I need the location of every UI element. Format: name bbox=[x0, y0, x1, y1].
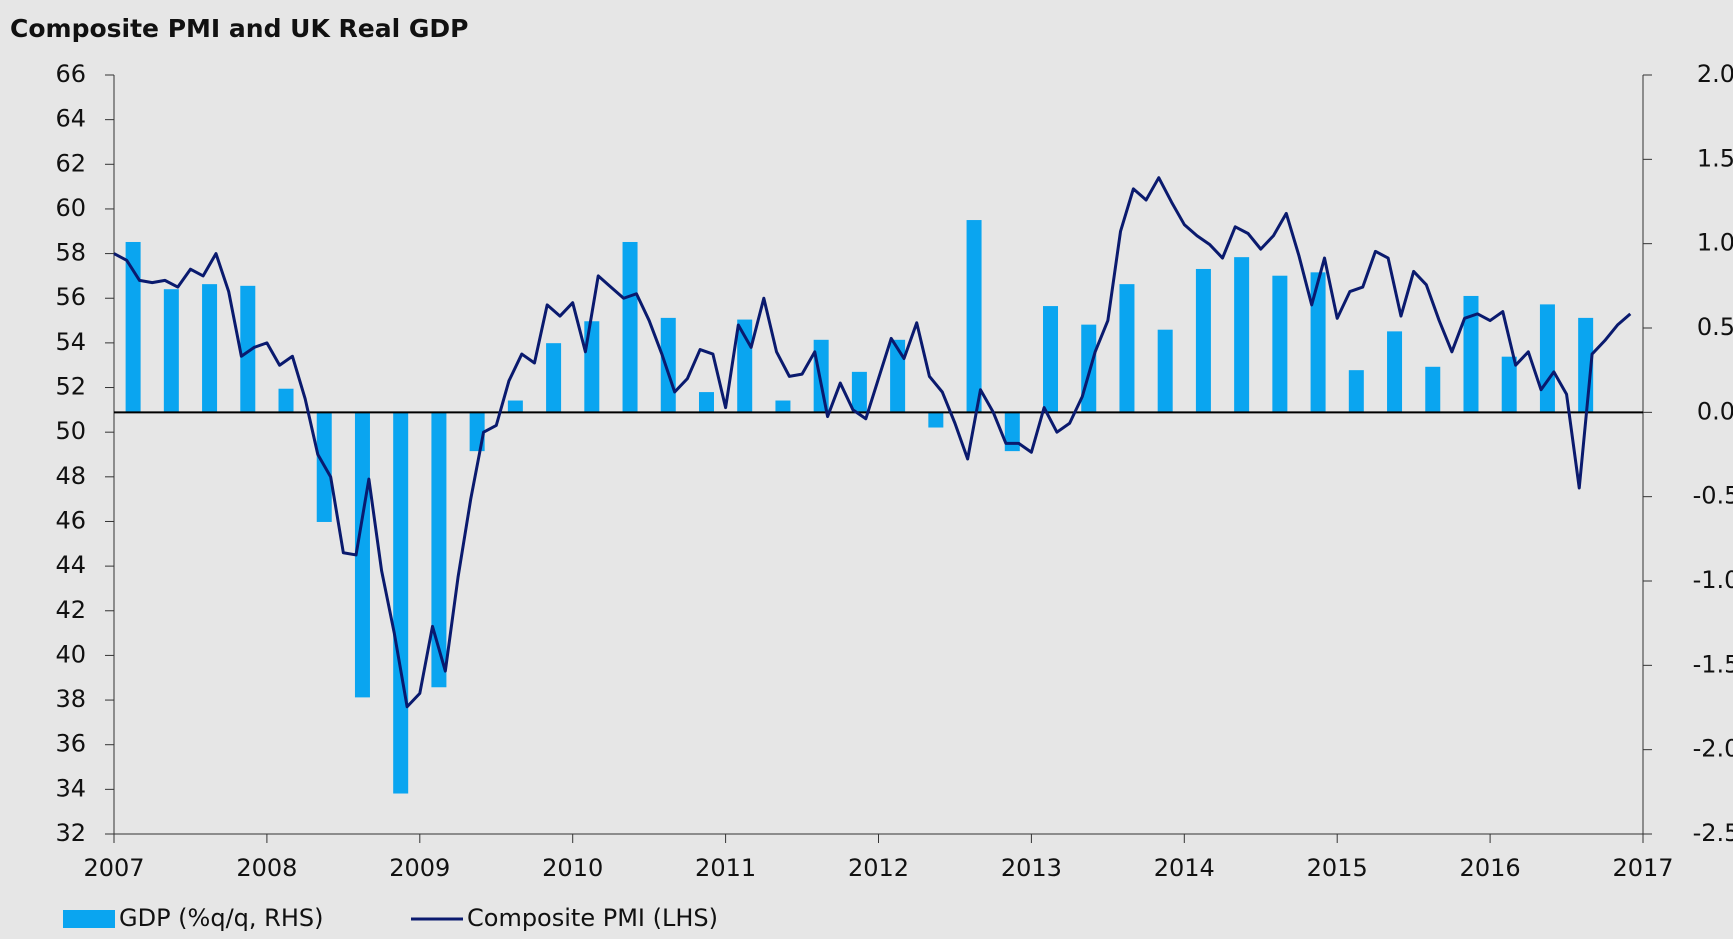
y-tick-label: 56 bbox=[55, 283, 86, 311]
x-tick-label: 2017 bbox=[1612, 854, 1673, 882]
x-tick-label: 2012 bbox=[848, 854, 909, 882]
y-tick-label: 50 bbox=[55, 417, 86, 445]
y-tick-label: 40 bbox=[55, 640, 86, 668]
bar bbox=[354, 412, 370, 698]
y-tick-label: 32 bbox=[55, 819, 86, 847]
y2-tick-label: 0.0 bbox=[1697, 397, 1733, 425]
bar bbox=[278, 388, 294, 413]
bar bbox=[851, 371, 867, 413]
bar bbox=[507, 400, 523, 413]
bar bbox=[1348, 370, 1364, 413]
y-tick-label: 36 bbox=[55, 730, 86, 758]
legend-swatch bbox=[63, 910, 115, 928]
bar bbox=[1310, 272, 1326, 413]
bar bbox=[1387, 331, 1403, 413]
x-tick-label: 2010 bbox=[542, 854, 603, 882]
y2-tick-label: -2.0 bbox=[1693, 735, 1733, 763]
bar bbox=[1119, 284, 1135, 413]
x-tick-label: 2016 bbox=[1460, 854, 1521, 882]
y2-tick-label: -1.0 bbox=[1693, 566, 1733, 594]
x-tick-label: 2009 bbox=[389, 854, 450, 882]
bar bbox=[1195, 268, 1211, 413]
y-tick-label: 46 bbox=[55, 506, 86, 534]
bar bbox=[431, 412, 447, 688]
bar bbox=[775, 400, 791, 413]
bar bbox=[1272, 275, 1288, 413]
y-tick-label: 48 bbox=[55, 462, 86, 490]
y2-tick-label: -1.5 bbox=[1693, 650, 1733, 678]
y-tick-label: 34 bbox=[55, 774, 86, 802]
bar bbox=[125, 241, 141, 413]
y2-tick-label: 1.5 bbox=[1697, 144, 1733, 172]
bar bbox=[813, 339, 829, 413]
bar bbox=[1157, 329, 1173, 413]
bar bbox=[393, 412, 409, 794]
y2-tick-label: 1.0 bbox=[1697, 229, 1733, 257]
bar bbox=[202, 284, 218, 413]
bar bbox=[622, 241, 638, 413]
x-tick-label: 2011 bbox=[695, 854, 756, 882]
bar bbox=[546, 343, 562, 413]
x-tick-label: 2013 bbox=[1001, 854, 1062, 882]
bar bbox=[163, 289, 179, 413]
x-tick-label: 2014 bbox=[1154, 854, 1215, 882]
x-tick-label: 2007 bbox=[83, 854, 144, 882]
y2-tick-label: 0.5 bbox=[1697, 313, 1733, 341]
bar bbox=[240, 285, 256, 413]
chart-title: Composite PMI and UK Real GDP bbox=[10, 14, 469, 43]
y-tick-label: 66 bbox=[55, 60, 86, 88]
bar bbox=[1081, 324, 1097, 413]
y2-tick-label: 2.0 bbox=[1697, 60, 1733, 88]
y-tick-label: 64 bbox=[55, 105, 86, 133]
y-tick-label: 54 bbox=[55, 328, 86, 356]
y-tick-label: 44 bbox=[55, 551, 86, 579]
legend-label: Composite PMI (LHS) bbox=[467, 904, 718, 932]
y-tick-label: 38 bbox=[55, 685, 86, 713]
bar bbox=[928, 412, 944, 428]
y-tick-label: 62 bbox=[55, 149, 86, 177]
y-tick-label: 60 bbox=[55, 194, 86, 222]
bar bbox=[698, 392, 714, 413]
bar bbox=[1043, 306, 1059, 413]
bar bbox=[660, 317, 676, 413]
bar bbox=[584, 321, 600, 413]
bar bbox=[1539, 304, 1555, 413]
bar bbox=[890, 339, 906, 413]
y-tick-label: 52 bbox=[55, 373, 86, 401]
y2-tick-label: -0.5 bbox=[1693, 482, 1733, 510]
bar bbox=[1425, 366, 1441, 413]
x-tick-label: 2008 bbox=[236, 854, 297, 882]
bar bbox=[966, 220, 982, 413]
bar bbox=[1501, 356, 1517, 413]
y-tick-label: 42 bbox=[55, 596, 86, 624]
bar bbox=[1234, 257, 1250, 413]
y-tick-label: 58 bbox=[55, 239, 86, 267]
line bbox=[113, 176, 1632, 709]
x-tick-label: 2015 bbox=[1307, 854, 1368, 882]
bar bbox=[1004, 412, 1020, 452]
y2-tick-label: -2.5 bbox=[1693, 819, 1733, 847]
legend-label: GDP (%q/q, RHS) bbox=[119, 904, 323, 932]
bar bbox=[1463, 295, 1479, 413]
